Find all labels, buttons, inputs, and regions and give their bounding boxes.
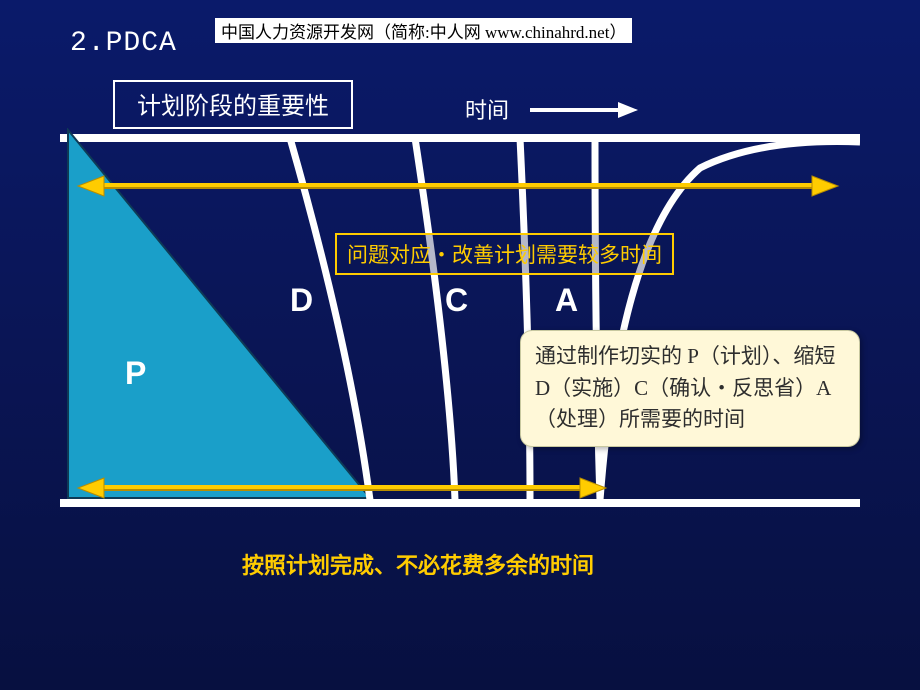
phase-p-label: P [125, 355, 146, 392]
callout-note-box: 通过制作切实的 P（计划）、缩短 D（实施）C（确认・反思省）A（处理）所需要的… [520, 330, 860, 447]
time-arrow-icon [530, 98, 640, 123]
phase-d-label: D [290, 282, 313, 319]
phase-c-label: C [445, 282, 468, 319]
top-banner: 中国人力资源开发网（简称:中人网 www.chinahrd.net） [215, 18, 632, 43]
slide-page: 中国人力资源开发网（简称:中人网 www.chinahrd.net） 2.PDC… [0, 0, 920, 690]
callout-top: 问题对应・改善计划需要较多时间 [335, 233, 674, 275]
curve-d-right [415, 138, 455, 500]
bottom-caption: 按照计划完成、不必花费多余的时间 [242, 550, 692, 582]
pdca-diagram [60, 128, 860, 513]
subtitle-box: 计划阶段的重要性 [113, 80, 353, 129]
time-label: 时间 [465, 93, 509, 125]
section-number: 2.PDCA [70, 28, 177, 59]
top-span-arrow [78, 176, 838, 196]
phase-a-label: A [555, 282, 578, 319]
